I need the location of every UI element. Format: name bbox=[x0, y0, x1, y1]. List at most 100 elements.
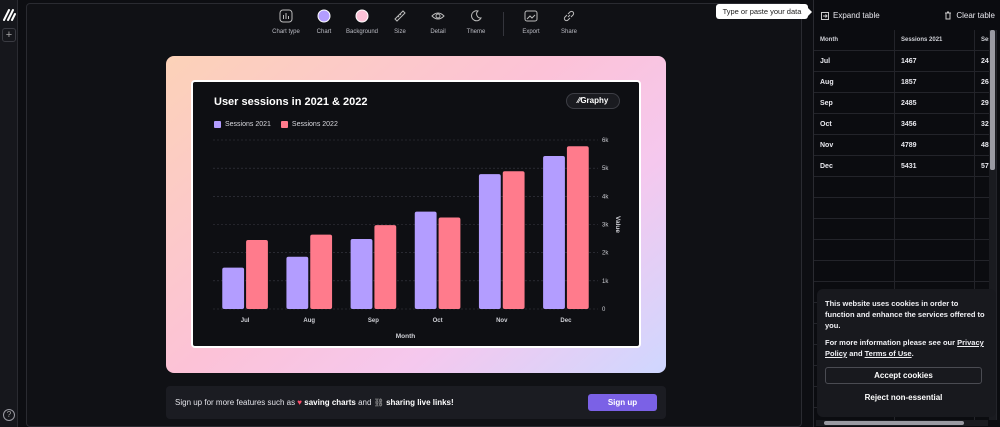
table-header-cell[interactable]: Sessions 2021 bbox=[895, 30, 975, 50]
table-row: Oct 3456 325 bbox=[814, 114, 997, 135]
y-axis-label: Value bbox=[614, 216, 621, 233]
table-horizontal-scrollbar[interactable] bbox=[816, 420, 988, 426]
terms-of-use-link[interactable]: Terms of Use bbox=[864, 349, 912, 358]
table-cell[interactable] bbox=[895, 219, 975, 239]
table-cell[interactable] bbox=[975, 261, 997, 281]
eye-icon bbox=[431, 8, 445, 24]
table-row: Dec 5431 578 bbox=[814, 156, 997, 177]
bar-sessions-2022-aug bbox=[310, 234, 333, 309]
bar-sessions-2021-sep bbox=[350, 239, 373, 309]
table-row: Jul 1467 245 bbox=[814, 51, 997, 72]
add-icon[interactable]: + bbox=[2, 28, 16, 42]
ruler-icon bbox=[393, 8, 407, 24]
table-row: Aug 1857 264 bbox=[814, 72, 997, 93]
toolbar-label: Chart bbox=[316, 29, 332, 35]
toolbar-size-button[interactable]: Size bbox=[381, 8, 419, 38]
table-vertical-scrollbar[interactable] bbox=[989, 30, 996, 420]
table-cell[interactable] bbox=[895, 261, 975, 281]
graphy-logo-icon[interactable] bbox=[3, 8, 16, 22]
table-cell[interactable]: Jul bbox=[814, 51, 895, 71]
table-cell[interactable]: 578 bbox=[975, 156, 997, 176]
table-cell[interactable] bbox=[975, 387, 997, 407]
table-cell[interactable] bbox=[895, 177, 975, 197]
table-cell[interactable] bbox=[975, 282, 997, 302]
chart-card[interactable]: User sessions in 2021 & 2022 ⁄⁄Graphy Se… bbox=[191, 80, 641, 348]
chart-type-icon bbox=[279, 8, 293, 24]
chart-title[interactable]: User sessions in 2021 & 2022 bbox=[214, 96, 368, 108]
table-cell[interactable] bbox=[975, 345, 997, 365]
horizontal-scroll-thumb[interactable] bbox=[824, 421, 964, 425]
table-cell[interactable]: Nov bbox=[814, 135, 895, 155]
table-cell[interactable]: 325 bbox=[975, 114, 997, 134]
toolbar-label: Background bbox=[345, 29, 379, 35]
y-tick-label: 1k bbox=[602, 279, 609, 285]
table-cell[interactable]: 3456 bbox=[895, 114, 975, 134]
chart-background-frame[interactable]: User sessions in 2021 & 2022 ⁄⁄Graphy Se… bbox=[166, 56, 666, 373]
table-cell[interactable] bbox=[814, 240, 895, 260]
table-row: Nov 4789 489 bbox=[814, 135, 997, 156]
toolbar-chart-button[interactable]: Chart bbox=[305, 8, 343, 38]
table-cell[interactable]: 245 bbox=[975, 51, 997, 71]
bar-sessions-2021-oct bbox=[414, 211, 437, 309]
table-cell[interactable] bbox=[975, 408, 997, 420]
table-cell[interactable] bbox=[814, 219, 895, 239]
data-table[interactable]: Month Sessions 2021 Sess Jul 1467 245 Aug 1857 2… bbox=[814, 30, 997, 420]
graphy-badge[interactable]: ⁄⁄Graphy bbox=[566, 93, 620, 109]
table-cell[interactable]: 5431 bbox=[895, 156, 975, 176]
table-header-cell[interactable]: Month bbox=[814, 30, 895, 50]
help-icon[interactable]: ? bbox=[3, 409, 15, 421]
table-row bbox=[814, 177, 997, 198]
table-cell[interactable]: 2485 bbox=[895, 93, 975, 113]
data-panel-header: Expand table Clear table bbox=[814, 0, 1000, 30]
chart-legend: Sessions 2021 Sessions 2022 bbox=[214, 121, 338, 128]
table-cell[interactable]: 4789 bbox=[895, 135, 975, 155]
reject-cookies-button[interactable]: Reject non-essential bbox=[864, 393, 943, 402]
vertical-scroll-thumb[interactable] bbox=[990, 30, 995, 170]
table-cell[interactable] bbox=[895, 240, 975, 260]
table-cell[interactable]: Aug bbox=[814, 72, 895, 92]
table-cell[interactable]: Sep bbox=[814, 93, 895, 113]
table-cell[interactable] bbox=[975, 303, 997, 323]
table-cell[interactable] bbox=[975, 324, 997, 344]
table-cell[interactable]: Oct bbox=[814, 114, 895, 134]
cookie-info: For more information please see our Priv… bbox=[825, 338, 984, 358]
table-cell[interactable]: 1467 bbox=[895, 51, 975, 71]
table-cell[interactable]: 1857 bbox=[895, 72, 975, 92]
legend-item-2021: Sessions 2021 bbox=[214, 121, 271, 128]
table-cell[interactable]: 264 bbox=[975, 72, 997, 92]
table-cell[interactable] bbox=[975, 198, 997, 218]
toolbar-theme-button[interactable]: Theme bbox=[457, 8, 495, 38]
table-cell[interactable]: 298 bbox=[975, 93, 997, 113]
left-rail: + ? bbox=[0, 0, 18, 427]
clear-table-button[interactable]: Clear table bbox=[944, 11, 995, 20]
trash-icon bbox=[945, 11, 952, 20]
table-row bbox=[814, 261, 997, 282]
toolbar-export-button[interactable]: Export bbox=[512, 8, 550, 38]
table-header-cell[interactable]: Sess bbox=[975, 30, 997, 50]
toolbar-share-button[interactable]: Share bbox=[550, 8, 588, 38]
y-tick-label: 0 bbox=[602, 307, 606, 313]
table-cell[interactable]: 489 bbox=[975, 135, 997, 155]
toolbar-detail-button[interactable]: Detail bbox=[419, 8, 457, 38]
table-cell[interactable]: Dec bbox=[814, 156, 895, 176]
toolbar-label: Theme bbox=[466, 29, 486, 35]
table-cell[interactable] bbox=[814, 198, 895, 218]
x-tick-label: Dec bbox=[560, 318, 572, 324]
table-cell[interactable] bbox=[975, 219, 997, 239]
toolbar-background-button[interactable]: Background bbox=[343, 8, 381, 38]
table-cell[interactable] bbox=[975, 240, 997, 260]
accept-cookies-button[interactable]: Accept cookies bbox=[825, 367, 982, 384]
table-cell[interactable] bbox=[975, 177, 997, 197]
toolbar-chart-type-button[interactable]: Chart type bbox=[267, 8, 305, 38]
table-cell[interactable] bbox=[975, 366, 997, 386]
expand-icon bbox=[821, 11, 829, 20]
table-cell[interactable] bbox=[895, 198, 975, 218]
bar-sessions-2021-jul bbox=[222, 267, 245, 309]
table-cell[interactable] bbox=[814, 177, 895, 197]
expand-table-button[interactable]: Expand table bbox=[821, 11, 880, 20]
privacy-policy-link[interactable]: Privacy Policy bbox=[825, 338, 984, 358]
table-cell[interactable] bbox=[814, 261, 895, 281]
chart-color-icon bbox=[317, 8, 331, 24]
legend-swatch-2021 bbox=[214, 121, 221, 128]
signup-button[interactable]: Sign up bbox=[588, 394, 657, 411]
